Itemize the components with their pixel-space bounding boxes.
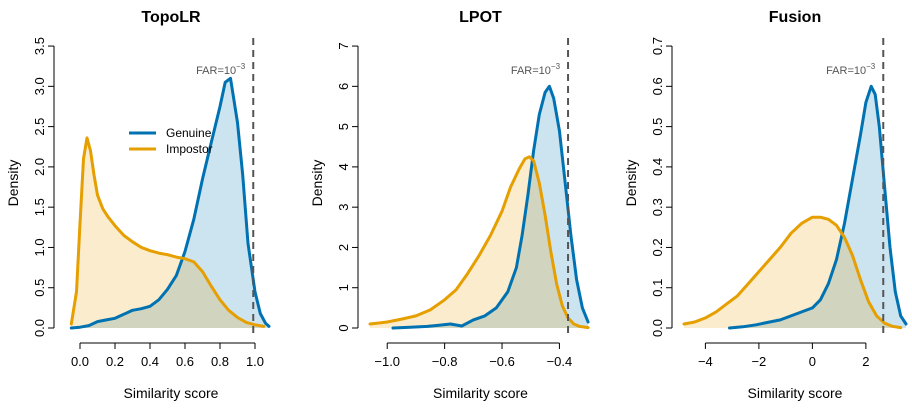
panel-lpot: FAR=10−3 −1.0 −0.8 −0.6 −0.4 0 1 2 3 4 5 6 7 LPOT Simi… bbox=[309, 9, 590, 401]
density-line-impostor bbox=[368, 155, 590, 330]
far-annotation: FAR=10−3 bbox=[196, 62, 246, 77]
x-tick-label: −0.6 bbox=[489, 354, 515, 369]
density-fill-genuine bbox=[729, 86, 906, 328]
x-tick-label: 0.8 bbox=[211, 354, 229, 369]
y-tick-label: 0.2 bbox=[650, 238, 665, 256]
y-axis-label: Density bbox=[5, 160, 21, 207]
y-axis-label: Density bbox=[309, 160, 325, 207]
y-tick-label: 0.3 bbox=[650, 198, 665, 216]
y-tick-label: 0.5 bbox=[650, 118, 665, 136]
density-fill-impostor bbox=[370, 156, 589, 328]
x-tick-label: 1.0 bbox=[246, 354, 264, 369]
y-tick-label: 1.5 bbox=[32, 198, 47, 216]
x-axis-label: Similarity score bbox=[124, 385, 219, 401]
y-tick-label: 0.5 bbox=[32, 279, 47, 297]
panel-topolr: FAR=10−3 0.0 0.2 0.4 0.6 0.8 1.0 0.0 0.5 1.0 1.5 2.… bbox=[5, 9, 271, 401]
density-fill-genuine bbox=[393, 86, 589, 328]
density-fill-genuine bbox=[71, 78, 269, 328]
x-tick-label: 0 bbox=[809, 354, 816, 369]
x-axis-label: Similarity score bbox=[748, 385, 843, 401]
x-tick-label: 0.4 bbox=[141, 354, 159, 369]
panel-title: LPOT bbox=[459, 9, 502, 26]
panel-fusion: FAR=10−3 −4 −2 0 2 0.0 0.1 0.2 0.3 0.4 0.5 0.6 0.7 Fu… bbox=[623, 9, 908, 401]
x-axis-label: Similarity score bbox=[433, 385, 528, 401]
y-tick-label: 2.0 bbox=[32, 158, 47, 176]
x-tick-label: 0.6 bbox=[176, 354, 194, 369]
density-line-genuine bbox=[728, 84, 908, 330]
legend-label-genuine: Genuine bbox=[166, 126, 212, 140]
legend-label-impostor: Impostor bbox=[166, 142, 213, 156]
panel-title: TopoLR bbox=[141, 9, 201, 26]
y-tick-label: 0.1 bbox=[650, 279, 665, 297]
density-line-impostor bbox=[69, 136, 266, 328]
y-tick-label: 5 bbox=[336, 123, 351, 130]
x-tick-label: −1.0 bbox=[374, 354, 400, 369]
y-tick-label: 0.0 bbox=[32, 319, 47, 337]
y-tick-label: 3.5 bbox=[32, 37, 47, 55]
x-tick-label: 0.0 bbox=[71, 354, 89, 369]
x-tick-label: −4 bbox=[698, 354, 713, 369]
y-tick-label: 7 bbox=[336, 42, 351, 49]
density-line-genuine bbox=[69, 76, 271, 330]
far-annotation: FAR=10−3 bbox=[826, 62, 876, 77]
y-tick-label: 0.0 bbox=[650, 319, 665, 337]
x-tick-label: −0.8 bbox=[432, 354, 458, 369]
y-tick-label: 4 bbox=[336, 163, 351, 170]
panel-title: Fusion bbox=[769, 9, 821, 26]
y-tick-label: 1 bbox=[336, 284, 351, 291]
y-tick-label: 0.6 bbox=[650, 77, 665, 95]
density-line-impostor bbox=[682, 215, 903, 330]
y-tick-label: 1.0 bbox=[32, 238, 47, 256]
density-fill-impostor bbox=[71, 137, 264, 328]
y-tick-label: 2 bbox=[336, 244, 351, 251]
x-tick-label: 2 bbox=[862, 354, 869, 369]
density-line-genuine bbox=[391, 84, 590, 330]
x-tick-label: −0.4 bbox=[547, 354, 573, 369]
y-tick-label: 3.0 bbox=[32, 77, 47, 95]
y-tick-label: 0.7 bbox=[650, 37, 665, 55]
y-tick-label: 3 bbox=[336, 204, 351, 211]
y-tick-label: 6 bbox=[336, 83, 351, 90]
legend: Genuine Impostor bbox=[129, 126, 213, 156]
x-tick-label: −2 bbox=[751, 354, 766, 369]
y-tick-label: 0 bbox=[336, 324, 351, 331]
y-tick-label: 0.4 bbox=[650, 158, 665, 176]
x-tick-label: 0.2 bbox=[106, 354, 124, 369]
y-axis-label: Density bbox=[623, 160, 639, 207]
y-tick-label: 2.5 bbox=[32, 118, 47, 136]
far-annotation: FAR=10−3 bbox=[511, 62, 561, 77]
